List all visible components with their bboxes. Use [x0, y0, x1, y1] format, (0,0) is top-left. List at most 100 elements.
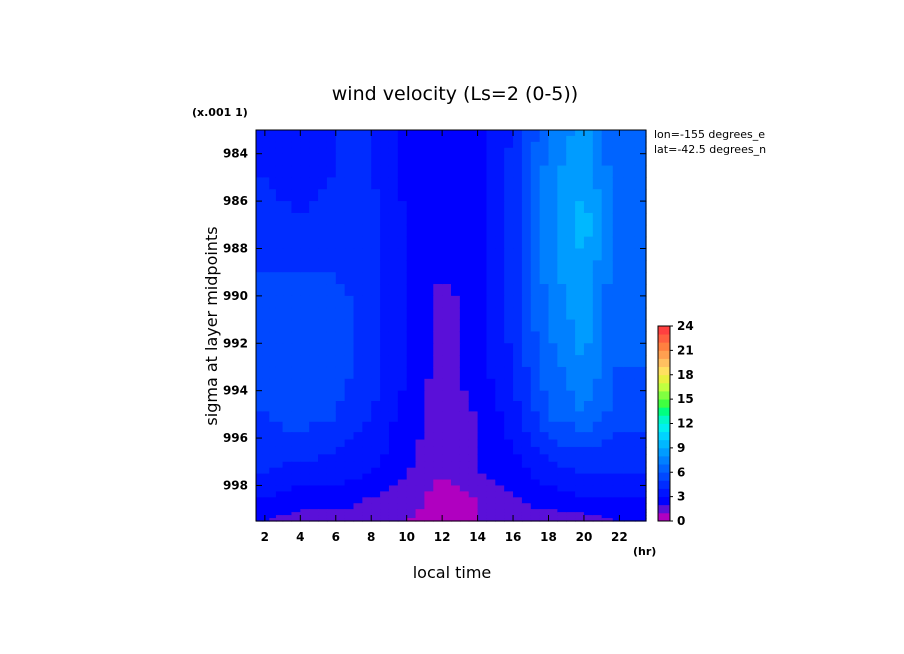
heatmap-cell — [566, 201, 603, 250]
y-tick-label: 986 — [223, 194, 248, 208]
heatmap-cell — [459, 432, 496, 463]
heatmap-cell — [282, 130, 319, 155]
colorbar-tick-label: 24 — [677, 319, 694, 333]
x-tick-label: 22 — [611, 530, 628, 544]
colorbar-swatch — [658, 407, 670, 416]
heatmap-cell — [318, 509, 355, 522]
colorbar-tick-label: 6 — [677, 465, 685, 479]
colorbar-swatch — [658, 447, 670, 457]
x-tick-label: 14 — [469, 530, 486, 544]
heatmap-cell — [495, 295, 532, 344]
heatmap-cell — [566, 432, 603, 463]
heatmap-cell — [282, 461, 319, 487]
heatmap-cell — [318, 295, 355, 344]
heatmap-cell — [388, 485, 426, 510]
heatmap-cell — [601, 295, 647, 344]
heatmap-cell — [530, 295, 567, 344]
heatmap-cell — [530, 153, 567, 202]
colorbar-swatch — [658, 326, 670, 335]
x-tick-label: 6 — [332, 530, 340, 544]
heatmap-cell — [424, 295, 461, 344]
colorbar-swatch — [658, 374, 670, 384]
colorbar-swatch — [658, 504, 670, 514]
heatmap-cell — [530, 390, 567, 433]
info-line-lon: lon=-155 degrees_e — [654, 128, 765, 141]
colorbar-swatch — [658, 342, 670, 351]
heatmap-cell — [495, 461, 532, 487]
colorbar-swatch — [658, 472, 670, 481]
colorbar-swatch — [658, 334, 670, 343]
heatmap-cell — [388, 201, 426, 250]
heatmap-cell — [256, 485, 284, 510]
colorbar-tick-label: 18 — [677, 368, 694, 382]
y-tick-label: 994 — [223, 384, 248, 398]
colorbar-swatch — [658, 391, 670, 400]
heatmap-cell — [459, 201, 496, 250]
heatmap-cell — [566, 248, 603, 297]
heatmap-cell — [388, 248, 426, 297]
heatmap-cell — [566, 295, 603, 344]
x-axis: 2 4 6 8 10 12 14 16 18 20 22 — [261, 130, 628, 544]
heatmap-cell — [459, 509, 496, 522]
colorbar-swatch — [658, 431, 670, 441]
colorbar-swatch — [658, 423, 670, 433]
heatmap-cell — [353, 201, 390, 250]
heatmap-cell — [282, 295, 319, 344]
x-tick-label: 4 — [296, 530, 304, 544]
colorbar-swatch — [658, 382, 670, 392]
y-tick-label: 988 — [223, 241, 248, 255]
heatmap-cell — [318, 485, 355, 510]
heatmap-cell — [353, 130, 390, 155]
colorbar-swatch — [658, 415, 670, 424]
heatmap-cell — [388, 390, 426, 433]
heatmap-cell — [318, 390, 355, 433]
colorbar-swatch — [658, 399, 670, 408]
heatmap-cell — [282, 201, 319, 250]
heatmap-cell — [566, 509, 603, 522]
heatmap-cell — [424, 461, 461, 487]
colorbar-tick-label: 12 — [677, 417, 694, 431]
colorbar: 0 3 6 9 12 15 18 21 24 — [657, 319, 694, 528]
heatmap-cell — [530, 343, 567, 392]
heatmap-cell — [256, 343, 284, 392]
heatmap-cell — [388, 432, 426, 463]
heatmap-cell — [495, 343, 532, 392]
x-unit-label: (hr) — [633, 545, 656, 558]
heatmap-cell — [424, 509, 461, 522]
y-tick-label: 992 — [223, 336, 248, 350]
colorbar-tick-label: 15 — [677, 392, 694, 406]
heatmap-cell — [282, 343, 319, 392]
x-tick-label: 16 — [505, 530, 522, 544]
heatmap-cell — [353, 295, 390, 344]
heatmap-cell — [256, 390, 284, 433]
heatmap-cell — [601, 461, 647, 487]
plot-frame — [255, 129, 647, 522]
colorbar-swatch — [658, 358, 670, 368]
heatmap-cell — [424, 201, 461, 250]
heatmap-cell — [566, 153, 603, 202]
heatmap-cell — [282, 432, 319, 463]
plot-area — [256, 130, 647, 522]
y-axis-label: sigma at layer midpoints — [202, 226, 221, 425]
heatmap-cell — [318, 153, 355, 202]
heatmap-cell — [424, 130, 461, 155]
y-tick-label: 996 — [223, 431, 248, 445]
heatmap-cell — [282, 153, 319, 202]
heatmap-cell — [566, 390, 603, 433]
colorbar-tick-label: 21 — [677, 343, 694, 357]
colorbar-swatch — [658, 464, 670, 473]
y-axis: 984 986 988 990 992 994 996 998 — [223, 147, 646, 492]
colorbar-tick-label: 0 — [677, 514, 685, 528]
heatmap-cell — [353, 248, 390, 297]
heatmap-cell — [601, 390, 647, 433]
heatmap-cell — [495, 153, 532, 202]
x-tick-label: 18 — [540, 530, 557, 544]
heatmap-cell — [495, 485, 532, 510]
heatmap-cell — [256, 130, 284, 155]
colorbar-swatch — [658, 350, 670, 359]
heatmap-cell — [256, 201, 284, 250]
y-tick-label: 998 — [223, 478, 248, 492]
heatmap-cell — [566, 485, 603, 510]
chart-title: wind velocity (Ls=2 (0-5)) — [332, 83, 578, 105]
heatmap-cell — [530, 509, 567, 522]
